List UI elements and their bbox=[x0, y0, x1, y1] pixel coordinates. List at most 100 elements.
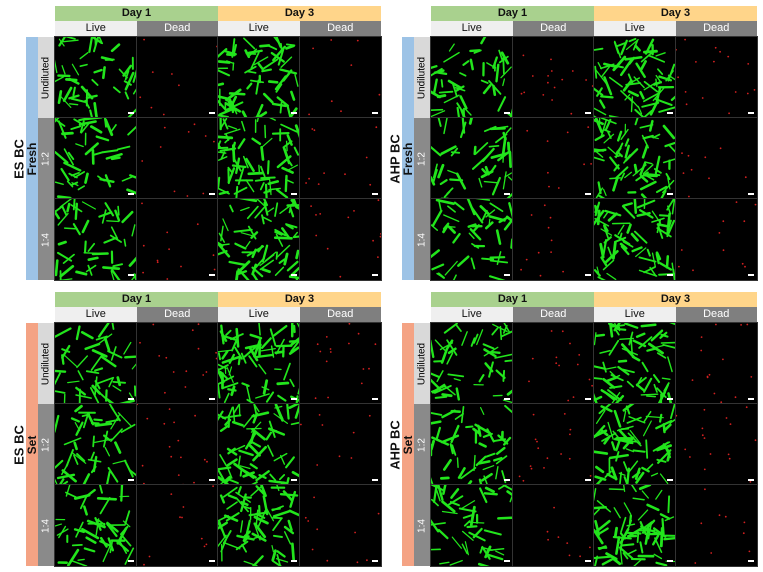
dead-header: Dead bbox=[299, 21, 381, 36]
live-micrograph bbox=[54, 198, 138, 281]
live-micrograph bbox=[217, 117, 301, 200]
live-header: Live bbox=[55, 307, 137, 322]
scale-bar bbox=[209, 274, 215, 276]
live-micrograph bbox=[593, 36, 677, 119]
scale-bar bbox=[503, 193, 510, 195]
scale-bar bbox=[585, 193, 591, 195]
scale-bar bbox=[290, 479, 297, 481]
scale-bar bbox=[127, 398, 134, 400]
dilution-label: 1:4 bbox=[414, 199, 430, 281]
live-micrograph bbox=[430, 198, 514, 281]
panel-ahp-bc-set: Day 1 Day 3 Live Dead Live Dead AHP BC Set Undil… bbox=[376, 286, 758, 572]
live-header: Live bbox=[218, 307, 300, 322]
live-micrograph bbox=[54, 403, 138, 486]
dead-micrograph bbox=[135, 484, 219, 567]
live-header: Live bbox=[594, 21, 676, 36]
day1-header: Day 1 bbox=[55, 292, 218, 307]
live-header: Live bbox=[55, 21, 137, 36]
live-micrograph bbox=[217, 322, 301, 405]
scale-bar bbox=[666, 560, 673, 562]
live-micrograph bbox=[593, 117, 677, 200]
live-micrograph bbox=[54, 484, 138, 567]
scale-bar bbox=[503, 479, 510, 481]
dead-micrograph bbox=[511, 322, 595, 405]
dilution-label: Undiluted bbox=[414, 323, 430, 405]
scale-bar bbox=[503, 560, 510, 562]
dilution-label: 1:2 bbox=[38, 404, 54, 486]
dead-micrograph bbox=[511, 403, 595, 486]
scale-bar bbox=[585, 398, 591, 400]
day3-header: Day 3 bbox=[594, 6, 757, 21]
dead-header: Dead bbox=[512, 307, 594, 322]
dead-micrograph bbox=[511, 484, 595, 567]
scale-bar bbox=[748, 479, 754, 481]
scale-bar bbox=[127, 274, 134, 276]
dead-header: Dead bbox=[512, 21, 594, 36]
scale-bar bbox=[290, 398, 297, 400]
dead-micrograph bbox=[298, 117, 382, 200]
live-header: Live bbox=[594, 307, 676, 322]
dead-micrograph bbox=[298, 484, 382, 567]
scale-bar bbox=[127, 479, 134, 481]
dead-header: Dead bbox=[136, 21, 218, 36]
panel-es-bc-set: Day 1 Day 3 Live Dead Live Dead ES BC Set Undilu… bbox=[0, 286, 382, 572]
panel-ahp-bc-fresh: Day 1 Day 3 Live Dead Live Dead AHP BC Fresh Und… bbox=[376, 0, 758, 286]
dead-header: Dead bbox=[675, 307, 757, 322]
day1-header: Day 1 bbox=[431, 6, 594, 21]
dilution-label: 1:4 bbox=[414, 485, 430, 567]
condition-label: Fresh bbox=[401, 37, 415, 280]
dead-micrograph bbox=[674, 403, 758, 486]
scale-bar bbox=[503, 398, 510, 400]
scale-bar bbox=[372, 274, 378, 276]
dead-header: Dead bbox=[136, 307, 218, 322]
scale-bar bbox=[209, 193, 215, 195]
dilution-label: Undiluted bbox=[414, 37, 430, 119]
scale-bar bbox=[748, 398, 754, 400]
dead-micrograph bbox=[511, 36, 595, 119]
scale-bar bbox=[748, 112, 754, 114]
scale-bar bbox=[666, 479, 673, 481]
live-micrograph bbox=[430, 117, 514, 200]
scale-bar bbox=[585, 560, 591, 562]
condition-label: Fresh bbox=[25, 37, 39, 280]
scale-bar bbox=[127, 112, 134, 114]
live-header: Live bbox=[431, 21, 513, 36]
scale-bar bbox=[666, 193, 673, 195]
scale-bar bbox=[209, 479, 215, 481]
dead-micrograph bbox=[674, 117, 758, 200]
live-micrograph bbox=[54, 36, 138, 119]
dead-micrograph bbox=[511, 117, 595, 200]
live-micrograph bbox=[593, 484, 677, 567]
scale-bar bbox=[748, 274, 754, 276]
dead-micrograph bbox=[135, 403, 219, 486]
day3-header: Day 3 bbox=[218, 292, 381, 307]
dilution-label: 1:2 bbox=[38, 118, 54, 200]
dead-micrograph bbox=[674, 198, 758, 281]
live-micrograph bbox=[217, 403, 301, 486]
dilution-label: 1:4 bbox=[38, 485, 54, 567]
dead-micrograph bbox=[135, 322, 219, 405]
dilution-label: 1:2 bbox=[414, 404, 430, 486]
dead-header: Dead bbox=[675, 21, 757, 36]
live-micrograph bbox=[217, 484, 301, 567]
dilution-label: 1:2 bbox=[414, 118, 430, 200]
scale-bar bbox=[748, 560, 754, 562]
dead-micrograph bbox=[298, 322, 382, 405]
dead-micrograph bbox=[674, 322, 758, 405]
panel-es-bc-fresh: Day 1 Day 3 Live Dead Live Dead ES BC Fresh Undi… bbox=[0, 0, 382, 286]
scale-bar bbox=[585, 479, 591, 481]
day1-header: Day 1 bbox=[55, 6, 218, 21]
live-micrograph bbox=[54, 117, 138, 200]
dead-micrograph bbox=[511, 198, 595, 281]
live-header: Live bbox=[218, 21, 300, 36]
scale-bar bbox=[372, 479, 378, 481]
scale-bar bbox=[372, 398, 378, 400]
dead-micrograph bbox=[298, 36, 382, 119]
scale-bar bbox=[290, 560, 297, 562]
scale-bar bbox=[503, 112, 510, 114]
day3-header: Day 3 bbox=[218, 6, 381, 21]
live-micrograph bbox=[430, 36, 514, 119]
scale-bar bbox=[666, 274, 673, 276]
scale-bar bbox=[372, 193, 378, 195]
scale-bar bbox=[290, 112, 297, 114]
